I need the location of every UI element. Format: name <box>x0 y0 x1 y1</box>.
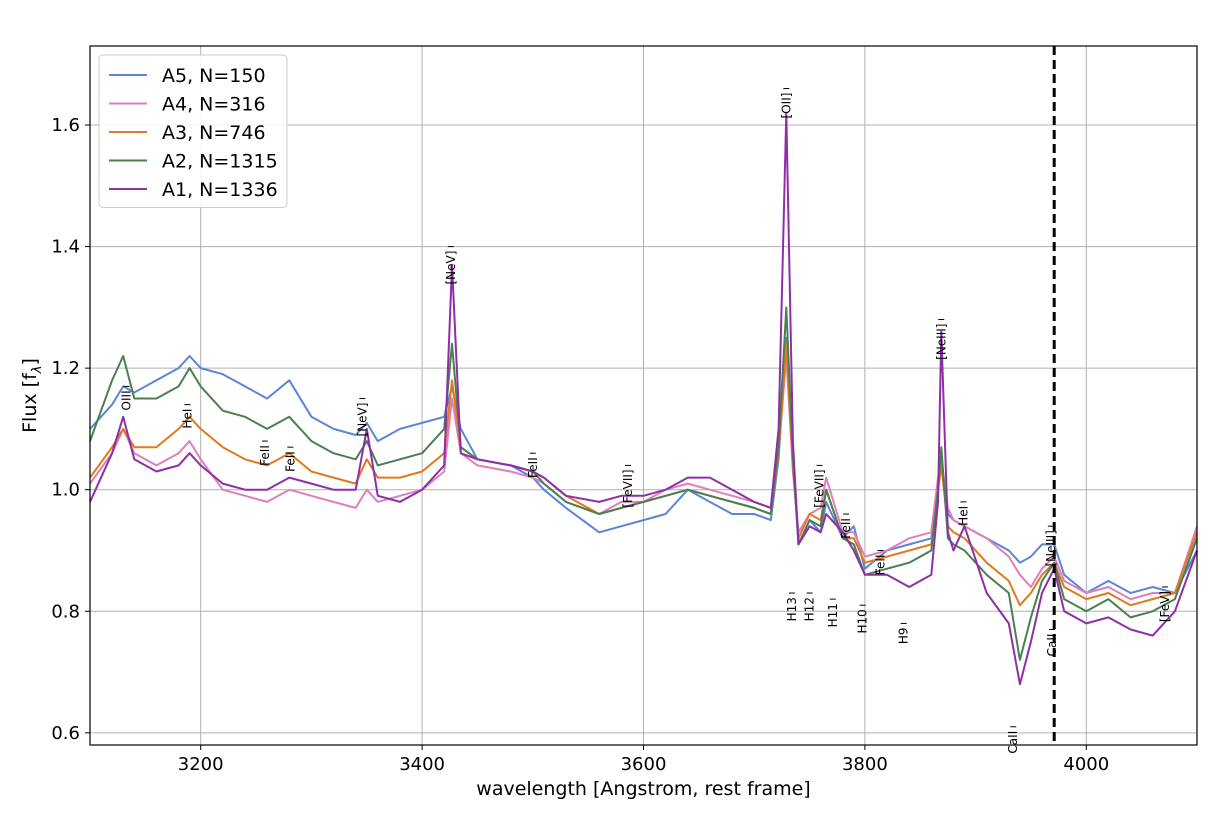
line-label: [OII] <box>779 93 793 119</box>
legend: A5, N=150 A4, N=316 A3, N=746 A2, N=1315 A1,… <box>98 54 288 208</box>
y-tick-label: 1.0 <box>51 480 80 501</box>
line-label: [NeIII] <box>934 324 948 360</box>
y-tick-label: 0.6 <box>51 723 80 744</box>
series-line-1 <box>89 336 1198 594</box>
line-label: H10 <box>856 609 870 633</box>
line-label: [FeV] <box>1158 591 1172 622</box>
line-label: HeI <box>180 409 194 429</box>
line-label: FeII <box>258 445 272 466</box>
line-label: H9 <box>897 627 911 644</box>
x-tick-label: 4000 <box>1063 754 1109 775</box>
x-tick-label: 3400 <box>399 754 445 775</box>
x-axis-label: wavelength [Angstrom, rest frame] <box>476 778 810 800</box>
legend-entry: A2, N=1315 <box>162 151 278 173</box>
line-label: CaII <box>1045 634 1059 657</box>
y-tick-label: 1.6 <box>51 115 80 136</box>
legend-entry: A1, N=1336 <box>162 179 278 201</box>
legend-entry: A4, N=316 <box>162 94 266 116</box>
line-label: [NeV] <box>355 403 369 437</box>
line-label: FeII <box>873 554 887 575</box>
line-label: HeI <box>956 506 970 526</box>
line-label: [NeV] <box>444 251 458 285</box>
series-line-4 <box>89 306 1198 661</box>
line-label: [NeIII] <box>1044 530 1058 566</box>
y-axis-label-sub: λ <box>30 366 45 375</box>
line-label: FeII <box>283 451 297 472</box>
legend-entry: A3, N=746 <box>162 122 266 144</box>
y-tick-label: 1.4 <box>51 237 80 258</box>
x-tick-label: 3200 <box>178 754 224 775</box>
x-tick-label: 3800 <box>842 754 888 775</box>
line-label: [FeVII] <box>813 469 827 507</box>
series-layer <box>89 111 1198 686</box>
y-tick-label: 0.8 <box>51 601 80 622</box>
y-tick-label: 1.2 <box>51 358 80 379</box>
series-line-2 <box>89 355 1198 601</box>
x-tick-label: 3600 <box>621 754 667 775</box>
line-label: OIII <box>120 390 134 410</box>
line-label: CaII <box>1006 731 1020 754</box>
line-label: H12 <box>803 597 817 621</box>
line-label: FeII <box>526 457 540 478</box>
y-axis-label-close: ] <box>19 358 41 365</box>
line-label: H11 <box>826 603 840 627</box>
legend-entry: A5, N=150 <box>162 65 266 87</box>
line-label: [FeVII] <box>621 469 635 507</box>
y-axis-label-main: Flux [f <box>19 372 41 433</box>
ticks-layer: 3200 3400 3600 3800 4000 0.6 0.8 1.0 1.2 1.4 1.6 <box>51 115 1109 775</box>
series-line-5 <box>89 111 1198 686</box>
legend-box <box>98 54 288 208</box>
line-label: H13 <box>785 597 799 621</box>
line-label: FeII <box>839 518 853 539</box>
y-axis-label: Flux [fλ] <box>19 358 45 433</box>
